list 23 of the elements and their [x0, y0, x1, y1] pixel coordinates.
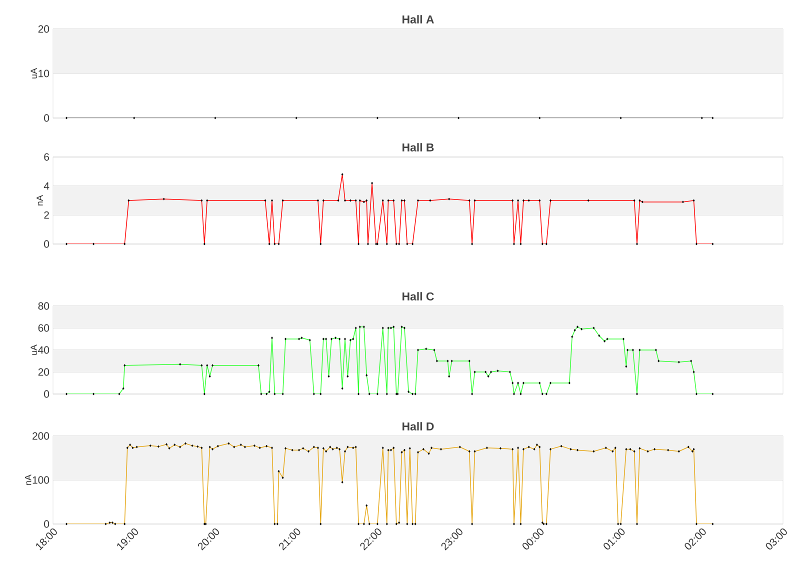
- y-axis-title: uA: [30, 344, 38, 355]
- y-axis-title: nA: [36, 195, 43, 206]
- y-tick-label: 40: [38, 346, 50, 354]
- y-tick-label: 0: [44, 520, 50, 528]
- y-tick-label: 60: [38, 324, 50, 332]
- y-axis-title: uA: [30, 68, 38, 78]
- y-tick-label: 0: [44, 240, 50, 248]
- y-tick-label: 20: [38, 368, 50, 376]
- y-tick-label: 0: [44, 114, 50, 122]
- y-tick-label: 4: [44, 182, 50, 190]
- y-tick-label: 80: [38, 302, 50, 310]
- chart-title: Hall C: [402, 292, 434, 300]
- y-tick-label: 100: [32, 476, 50, 484]
- y-tick-label: 2: [44, 211, 49, 219]
- y-tick-label: 200: [32, 432, 50, 440]
- chart-title: Hall A: [402, 15, 434, 24]
- y-tick-label: 20: [38, 25, 50, 33]
- y-tick-label: 10: [38, 70, 50, 78]
- chart-title: Hall D: [402, 422, 434, 430]
- chart-title: Hall B: [402, 143, 434, 152]
- y-tick-label: 0: [44, 390, 50, 398]
- y-tick-label: 6: [44, 153, 50, 161]
- y-axis-title: nA: [25, 474, 32, 485]
